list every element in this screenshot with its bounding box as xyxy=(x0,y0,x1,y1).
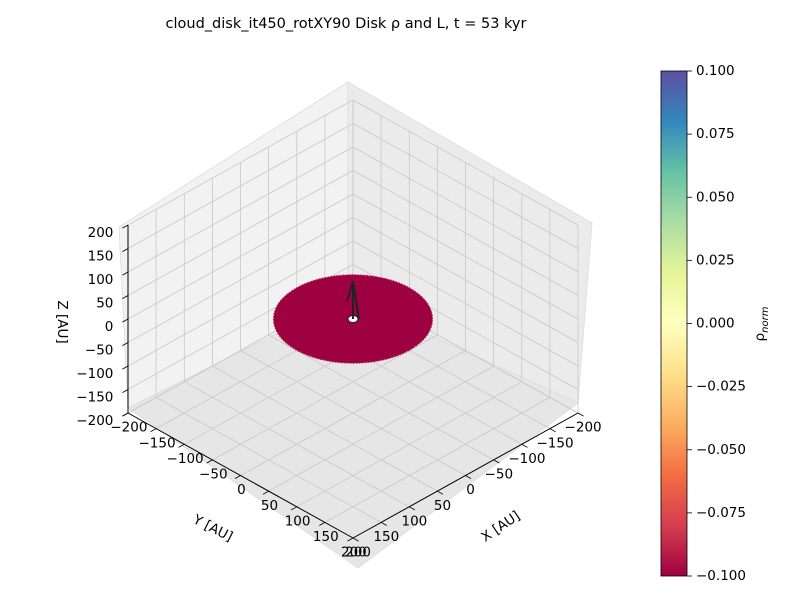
y-tick-mark xyxy=(409,506,416,511)
x-tick-mark xyxy=(319,522,326,526)
x-tick-mark xyxy=(290,506,297,511)
y-tick-label: 0 xyxy=(466,482,475,498)
y-axis-label: Y [AU] xyxy=(189,511,235,545)
y-tick-label: 150 xyxy=(373,529,399,545)
x-tick-mark xyxy=(178,443,185,448)
z-tick-label: 150 xyxy=(88,249,114,265)
z-tick-label: −150 xyxy=(76,390,113,406)
z-tick-label: 100 xyxy=(88,272,114,288)
y-tick-label: 50 xyxy=(434,498,451,514)
x-tick-label: 150 xyxy=(313,529,339,545)
colorbar-tick-label: −0.075 xyxy=(696,505,746,521)
grid-line-right-z xyxy=(352,99,579,226)
colorbar-tick-label: −0.050 xyxy=(696,442,746,458)
x-tick-label: 50 xyxy=(261,498,278,514)
grid-line-floor-x xyxy=(268,365,494,492)
colorbar-tick-label: 0.075 xyxy=(696,126,735,142)
grid-line-floor-y xyxy=(184,381,410,508)
z-tick-mark xyxy=(122,224,129,229)
z-tick-label: −200 xyxy=(76,413,113,429)
colorbar-gradient xyxy=(660,70,688,577)
z-tick-mark xyxy=(122,412,129,417)
angular-momentum-arrowhead xyxy=(352,281,360,320)
grid-line-right-z xyxy=(352,170,579,296)
grid-line-right-z xyxy=(352,193,579,320)
colorbar: 0.100 0.075 0.050 0.025 0.000 −0.025 −0.050 −0.… xyxy=(660,63,771,584)
x-tick-label: −200 xyxy=(110,420,147,436)
grid-line-left-z xyxy=(127,146,354,273)
x-tick-mark xyxy=(150,428,157,433)
x-tick-label: −100 xyxy=(167,451,204,467)
y-tick-mark xyxy=(465,475,472,479)
z-tick-mark xyxy=(122,248,129,252)
y-tick-mark xyxy=(352,537,359,542)
colorbar-tick-label: 0.025 xyxy=(696,252,735,268)
y-tick-mark xyxy=(521,443,528,448)
grid-line-right-z xyxy=(352,123,579,249)
z-tick-mark xyxy=(122,365,129,370)
z-tick-mark xyxy=(122,389,129,393)
z-tick-label: −100 xyxy=(76,366,113,382)
grid-line-floor-y xyxy=(155,397,382,523)
colorbar-tick-label: −0.100 xyxy=(696,568,746,584)
z-tick-label: −50 xyxy=(85,343,114,359)
y-tick-label: 200 xyxy=(345,545,371,561)
colorbar-label: ρnorm xyxy=(752,306,771,341)
colorbar-tick-label: 0.100 xyxy=(696,63,735,79)
x-tick-mark xyxy=(234,475,241,479)
z-tick-label: 200 xyxy=(88,225,114,241)
tick-layer: −200−150−100−50050100150200−200−150−100−… xyxy=(76,224,602,561)
colorbar-tick-label: 0.000 xyxy=(696,316,735,332)
x-tick-label: 200 xyxy=(341,545,367,561)
colorbar-tick-label: 0.050 xyxy=(696,189,735,205)
y-tick-mark xyxy=(493,459,500,464)
x-tick-label: −50 xyxy=(199,467,228,483)
y-tick-label: −100 xyxy=(508,451,545,467)
angular-momentum-arrowhead xyxy=(346,281,354,302)
y-tick-label: −150 xyxy=(536,435,573,451)
grid-line-left-z xyxy=(127,170,354,296)
y-tick-label: −200 xyxy=(565,420,602,436)
y-tick-label: 100 xyxy=(402,513,428,529)
grid-line-floor-x xyxy=(296,381,522,508)
colorbar-ticks: 0.100 0.075 0.050 0.025 0.000 −0.025 −0.050 −0.… xyxy=(687,63,746,584)
grid-line-right-z xyxy=(352,146,579,273)
z-tick-mark xyxy=(122,271,129,276)
x-tick-mark xyxy=(206,459,213,464)
x-tick-mark xyxy=(262,490,269,495)
colorbar-tick-label: −0.025 xyxy=(696,379,746,395)
x-tick-label: 100 xyxy=(285,513,311,529)
x-axis-label: X [AU] xyxy=(478,508,523,545)
chart-title: cloud_disk_it450_rotXY90 Disk ρ and L, t… xyxy=(166,16,527,32)
z-tick-label: 0 xyxy=(105,319,114,335)
grid-line-left-z xyxy=(127,123,354,249)
z-tick-mark xyxy=(122,342,129,346)
grid-line-floor-y xyxy=(240,350,466,476)
grid-line-left-z xyxy=(127,99,354,226)
grid-line-left-z xyxy=(127,193,354,320)
grid-line-floor-x xyxy=(324,397,551,523)
y-tick-label: −50 xyxy=(485,467,514,483)
x-tick-mark xyxy=(347,537,354,542)
y-tick-mark xyxy=(577,412,584,417)
y-tick-mark xyxy=(549,428,556,433)
z-tick-mark xyxy=(122,318,129,323)
data-layer xyxy=(272,274,434,364)
grid-line-floor-y xyxy=(212,365,438,492)
x-tick-label: −150 xyxy=(138,435,175,451)
y-tick-mark xyxy=(437,490,444,495)
z-tick-label: 50 xyxy=(96,296,113,312)
z-tick-mark xyxy=(122,295,129,299)
x-tick-label: 0 xyxy=(237,482,246,498)
z-axis-label: Z [AU] xyxy=(54,300,70,343)
y-tick-mark xyxy=(380,522,387,526)
